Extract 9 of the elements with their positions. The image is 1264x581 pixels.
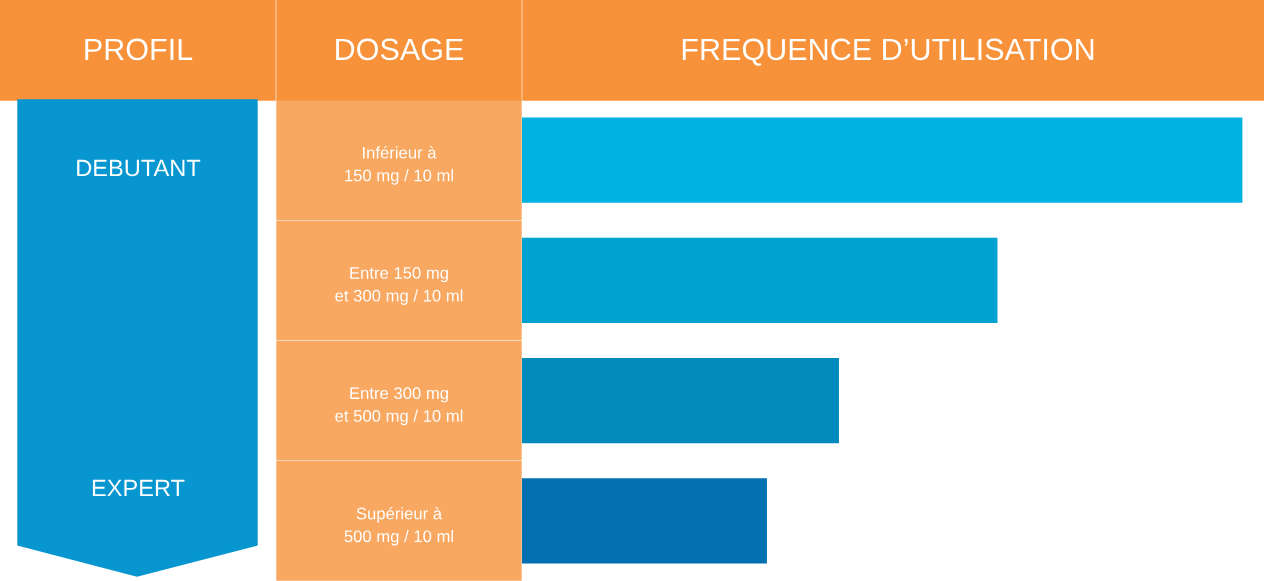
text: DEBUTANT	[77, 159, 201, 177]
y-tick-label: Entre 150 mg et 300 mg / 10 ml	[335, 267, 463, 305]
text: PROFIL	[85, 38, 193, 61]
text: EXPERT	[92, 479, 185, 497]
y-tick-label: Supérieur à 500 mg / 10 ml	[344, 506, 454, 546]
y-tick-label: Inférieur à 150 mg / 10 ml	[345, 146, 454, 185]
x-axis-title: FREQUENCE D’UTILISATION	[682, 38, 1094, 66]
y-tick-label: Entre 300 mg et 500 mg / 10 ml	[335, 387, 463, 426]
y-axis-title: DOSAGE	[336, 38, 464, 61]
